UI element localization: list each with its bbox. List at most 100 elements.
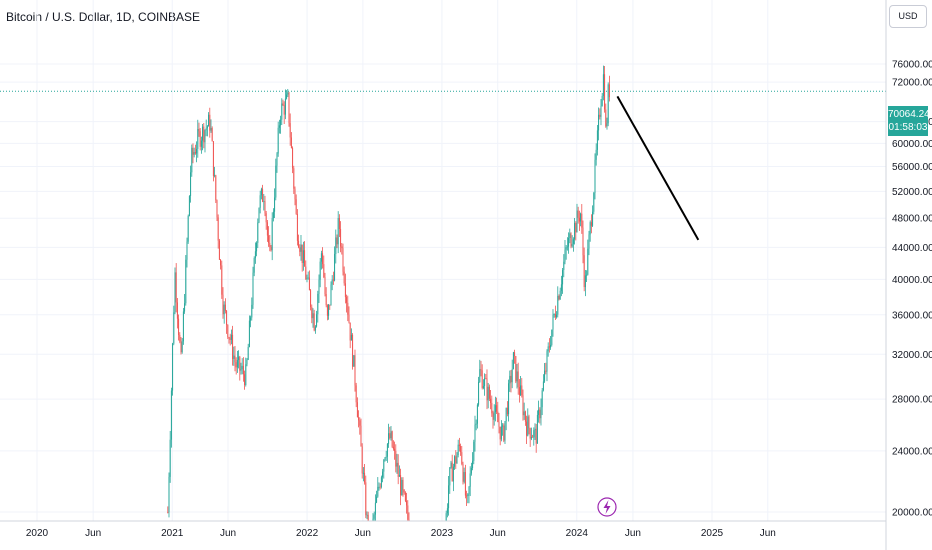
candle-body <box>253 258 255 273</box>
last-price-label: 70064.24 01:58:03 <box>888 106 930 136</box>
candle-body <box>246 359 248 365</box>
candle-body <box>192 147 194 155</box>
time-tick-label: 2024 <box>566 528 589 539</box>
candle-body <box>318 279 320 294</box>
candle-body <box>361 446 363 474</box>
candle-body <box>408 519 410 521</box>
candle-body <box>175 272 177 303</box>
candle-body <box>576 210 578 233</box>
time-tick-label: 2025 <box>701 528 724 539</box>
candle-body <box>594 159 596 194</box>
trend-line-drawing[interactable] <box>616 95 700 241</box>
candle-body <box>479 369 481 382</box>
candle-body <box>487 386 489 401</box>
candle-body <box>293 168 295 189</box>
candle-body <box>218 240 220 260</box>
candle-body <box>518 387 520 396</box>
candle-body <box>348 314 350 323</box>
candle-body <box>312 313 314 319</box>
candle-body <box>476 404 478 424</box>
candle-body <box>301 244 303 264</box>
time-tick-label: 2020 <box>26 528 49 539</box>
candle-body <box>539 409 541 419</box>
lightning-bolt-icon <box>603 500 611 514</box>
price-tick-label: 76000.00 <box>892 60 932 71</box>
candle-body <box>349 322 351 341</box>
time-tick-label: Jun <box>220 528 236 539</box>
candle-body <box>365 482 367 516</box>
candle-body <box>304 250 306 267</box>
candle-body <box>326 305 328 316</box>
candle-body <box>589 222 591 235</box>
candle-body <box>598 114 600 131</box>
candle-body <box>482 386 484 389</box>
candle-body <box>331 279 333 285</box>
candle-body <box>212 141 214 176</box>
time-tick-label: 2021 <box>161 528 184 539</box>
candle-body <box>250 317 252 321</box>
candle-body <box>324 277 326 295</box>
time-tick-label: Jun <box>760 528 776 539</box>
candle-body <box>196 148 198 154</box>
candle-body <box>571 243 573 247</box>
candle-body <box>270 247 272 251</box>
candle-body <box>220 259 222 266</box>
candle-body <box>259 195 261 208</box>
candle-body <box>494 405 496 413</box>
candle-body <box>180 341 182 353</box>
candle-body <box>260 188 262 196</box>
candle-body <box>343 271 345 284</box>
candle-body <box>538 409 540 415</box>
candle-body <box>254 251 256 259</box>
candle-body <box>199 131 201 147</box>
candle-body <box>510 375 512 383</box>
candle-body <box>572 239 574 244</box>
time-tick-label: Jun <box>355 528 371 539</box>
candle-body <box>458 444 460 447</box>
candle-body <box>215 175 217 201</box>
candle-body <box>353 355 355 367</box>
candle-body <box>570 233 572 247</box>
candle-body <box>217 217 219 241</box>
candle-series <box>167 65 610 521</box>
candle-body <box>505 407 507 422</box>
candle-body <box>563 261 565 271</box>
candle-body <box>210 128 212 131</box>
candle-body <box>527 416 529 436</box>
candle-body <box>325 294 327 306</box>
candle-body <box>502 425 504 427</box>
candle-body <box>559 290 561 300</box>
candle-body <box>347 302 349 315</box>
candle-body <box>367 514 369 521</box>
candle-body <box>508 383 510 415</box>
candle-body <box>546 351 548 372</box>
currency-button[interactable]: USD <box>889 5 927 28</box>
candle-body <box>377 486 379 497</box>
price-tick-label: 40000.00 <box>892 275 932 286</box>
candle-body <box>184 303 186 312</box>
candle-body <box>383 460 385 472</box>
candle-body <box>288 92 290 124</box>
candle-body <box>282 103 284 106</box>
candle-body <box>565 247 567 250</box>
event-marker[interactable] <box>597 497 617 517</box>
candle-body <box>498 422 500 427</box>
candle-body <box>257 222 259 243</box>
candle-body <box>590 222 592 226</box>
candle-body <box>481 370 483 389</box>
candle-body <box>580 213 582 222</box>
bar-countdown: 01:58:03 <box>888 122 928 133</box>
candle-body <box>274 197 276 212</box>
candle-body <box>493 412 495 420</box>
candle-body <box>592 211 594 226</box>
candle-body <box>478 381 480 405</box>
candle-body <box>396 462 398 467</box>
price-tick-label: 72000.00 <box>892 78 932 89</box>
candle-body <box>362 472 364 474</box>
candle-body <box>306 278 308 280</box>
candle-body <box>474 424 476 442</box>
candle-body <box>523 411 525 416</box>
candle-body <box>187 215 189 242</box>
candle-body <box>509 375 511 384</box>
